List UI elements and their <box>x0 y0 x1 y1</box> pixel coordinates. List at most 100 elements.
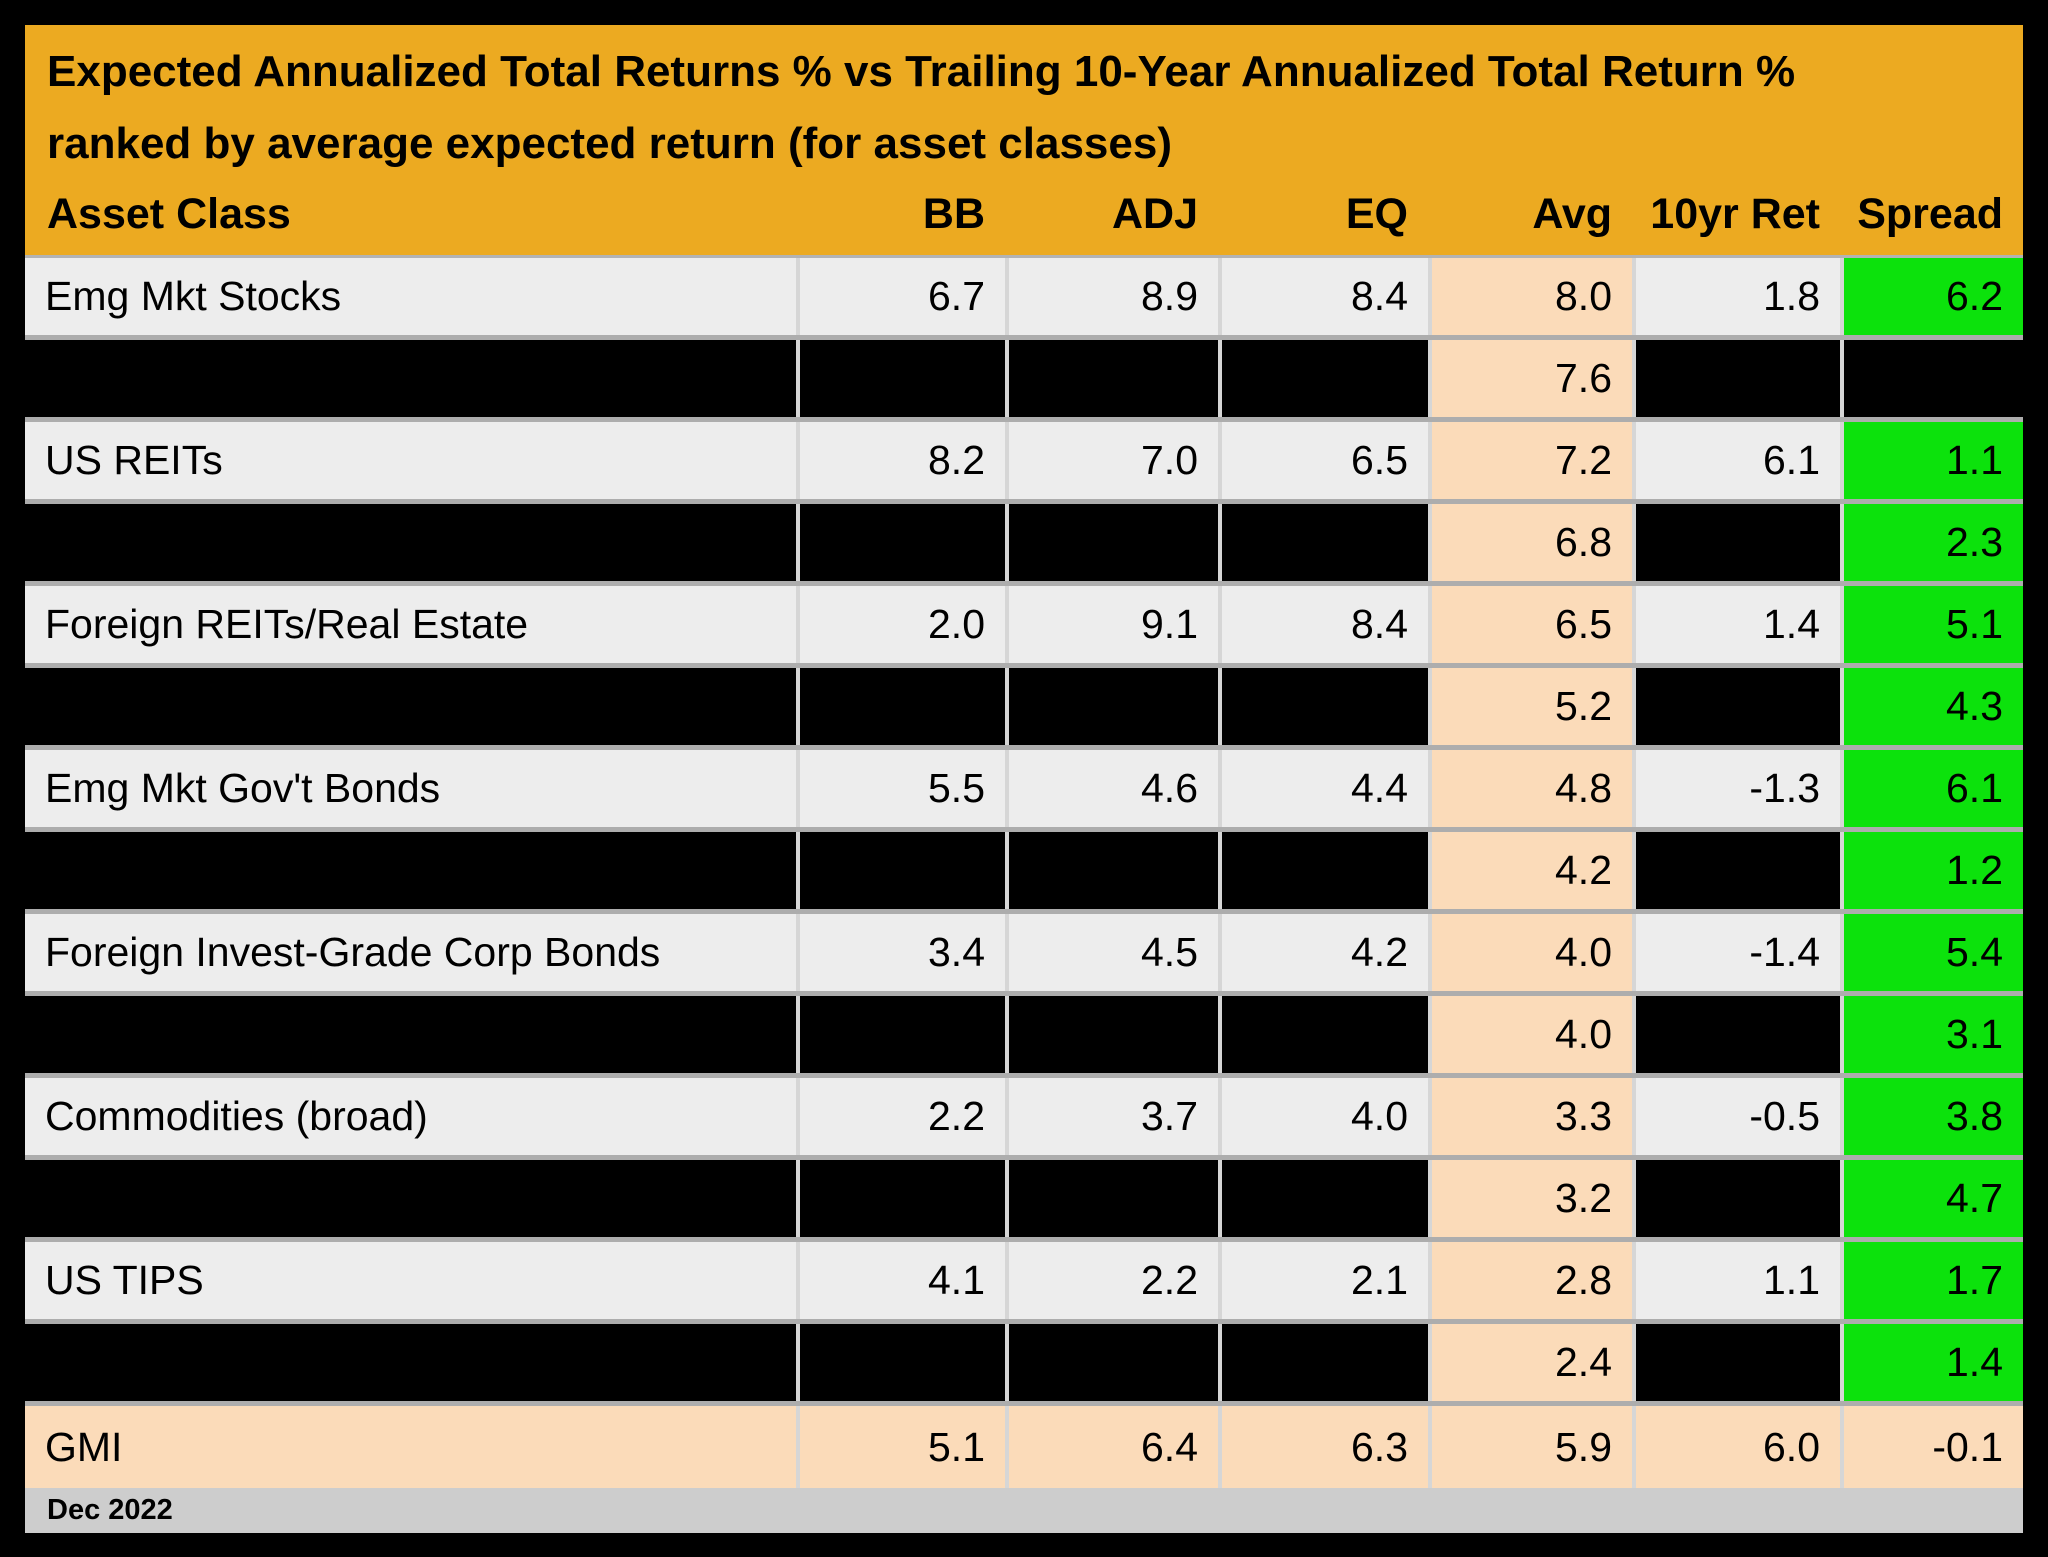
cell-eq <box>1218 832 1428 909</box>
cell-avg: 2.4 <box>1428 1324 1632 1401</box>
cell-adj: 4.5 <box>1005 914 1218 991</box>
table-row-emg-mkt-gov-t-bonds: Emg Mkt Gov't Bonds 5.5 4.6 4.4 4.8 -1.3 6.1 <box>25 750 2023 832</box>
cell-eq: 8.4 <box>1218 258 1428 335</box>
cell-adj <box>1005 1324 1218 1401</box>
cell-eq: 8.4 <box>1218 586 1428 663</box>
table-title-line2: ranked by average expected return (for a… <box>47 119 1172 168</box>
table-title-line1: Expected Annualized Total Returns % vs T… <box>47 47 1796 96</box>
cell-eq <box>1218 1324 1428 1401</box>
cell-avg: 3.3 <box>1428 1078 1632 1155</box>
cell-bb <box>796 504 1005 581</box>
table-row-commodities-broad-: Commodities (broad) 2.2 3.7 4.0 3.3 -0.5 3.8 <box>25 1078 2023 1160</box>
column-header-avg: Avg <box>1532 190 1612 238</box>
table-row-us-tips: US TIPS 4.1 2.2 2.1 2.8 1.1 1.7 <box>25 1242 2023 1324</box>
cell-adj <box>1005 340 1218 417</box>
cell-10yr-ret: 6.0 <box>1632 1406 1840 1488</box>
cell-spread: 1.4 <box>1840 1324 2023 1401</box>
cell-spread: 6.1 <box>1840 750 2023 827</box>
cell-10yr-ret <box>1632 504 1840 581</box>
table-row-redacted: 2.4 1.4 <box>25 1324 2023 1406</box>
cell-adj <box>1005 1160 1218 1237</box>
column-header-bb: BB <box>922 190 985 238</box>
cell-bb: 8.2 <box>796 422 1005 499</box>
cell-adj <box>1005 668 1218 745</box>
cell-adj: 3.7 <box>1005 1078 1218 1155</box>
cell-avg: 6.5 <box>1428 586 1632 663</box>
as-of-date-label: Dec 2022 <box>47 1494 173 1526</box>
table-row-redacted: 3.2 4.7 <box>25 1160 2023 1242</box>
table-footer: Dec 2022 <box>25 1488 2023 1533</box>
cell-avg: 5.9 <box>1428 1406 1632 1488</box>
cell-avg: 4.0 <box>1428 996 1632 1073</box>
cell-asset-class <box>25 832 796 909</box>
column-header-asset-class: Asset Class <box>47 190 291 238</box>
cell-eq <box>1218 996 1428 1073</box>
table-row-foreign-reits-real-estate: Foreign REITs/Real Estate 2.0 9.1 8.4 6.5 1.4… <box>25 586 2023 668</box>
cell-asset-class <box>25 1324 796 1401</box>
cell-eq: 2.1 <box>1218 1242 1428 1319</box>
cell-spread: 1.7 <box>1840 1242 2023 1319</box>
column-header-eq: EQ <box>1345 190 1408 238</box>
cell-spread: 3.8 <box>1840 1078 2023 1155</box>
cell-10yr-ret: 1.1 <box>1632 1242 1840 1319</box>
cell-asset-class: Foreign REITs/Real Estate <box>25 586 796 663</box>
cell-spread <box>1840 340 2023 417</box>
cell-avg: 2.8 <box>1428 1242 1632 1319</box>
cell-10yr-ret <box>1632 340 1840 417</box>
cell-spread: 5.4 <box>1840 914 2023 991</box>
cell-eq <box>1218 668 1428 745</box>
cell-asset-class <box>25 504 796 581</box>
cell-10yr-ret <box>1632 668 1840 745</box>
cell-10yr-ret: -1.4 <box>1632 914 1840 991</box>
cell-bb <box>796 340 1005 417</box>
cell-avg: 4.0 <box>1428 914 1632 991</box>
cell-spread: 4.3 <box>1840 668 2023 745</box>
cell-bb: 4.1 <box>796 1242 1005 1319</box>
cell-asset-class <box>25 668 796 745</box>
cell-spread: 1.1 <box>1840 422 2023 499</box>
cell-asset-class: Emg Mkt Gov't Bonds <box>25 750 796 827</box>
cell-asset-class: Emg Mkt Stocks <box>25 258 796 335</box>
cell-avg: 8.0 <box>1428 258 1632 335</box>
table-row-redacted: 4.2 1.2 <box>25 832 2023 914</box>
cell-asset-class <box>25 1160 796 1237</box>
cell-avg: 6.8 <box>1428 504 1632 581</box>
cell-bb <box>796 996 1005 1073</box>
cell-10yr-ret: 6.1 <box>1632 422 1840 499</box>
cell-asset-class: GMI <box>25 1406 796 1488</box>
table-body: Emg Mkt Stocks 6.7 8.9 8.4 8.0 1.8 6.2 7.6 US RE… <box>25 258 2023 1488</box>
cell-eq <box>1218 504 1428 581</box>
cell-10yr-ret: -1.3 <box>1632 750 1840 827</box>
table-row-redacted: 5.2 4.3 <box>25 668 2023 750</box>
cell-eq: 4.4 <box>1218 750 1428 827</box>
cell-bb: 2.2 <box>796 1078 1005 1155</box>
cell-adj: 9.1 <box>1005 586 1218 663</box>
cell-asset-class: Commodities (broad) <box>25 1078 796 1155</box>
cell-eq: 4.0 <box>1218 1078 1428 1155</box>
cell-asset-class <box>25 340 796 417</box>
cell-avg: 7.2 <box>1428 422 1632 499</box>
cell-adj: 2.2 <box>1005 1242 1218 1319</box>
cell-adj <box>1005 504 1218 581</box>
cell-asset-class <box>25 996 796 1073</box>
cell-avg: 3.2 <box>1428 1160 1632 1237</box>
cell-spread: -0.1 <box>1840 1406 2023 1488</box>
table-row-redacted: 7.6 <box>25 340 2023 422</box>
table-row-foreign-invest-grade-corp-bonds: Foreign Invest-Grade Corp Bonds 3.4 4.5 4.2… <box>25 914 2023 996</box>
cell-10yr-ret <box>1632 832 1840 909</box>
cell-adj: 6.4 <box>1005 1406 1218 1488</box>
column-header-row: Asset Class BB ADJ EQ Avg 10yr Ret Sprea… <box>25 190 2023 239</box>
table-row-gmi: GMI 5.1 6.4 6.3 5.9 6.0 -0.1 <box>25 1406 2023 1488</box>
cell-10yr-ret <box>1632 996 1840 1073</box>
cell-spread: 6.2 <box>1840 258 2023 335</box>
cell-eq: 6.5 <box>1218 422 1428 499</box>
cell-eq: 4.2 <box>1218 914 1428 991</box>
cell-spread: 4.7 <box>1840 1160 2023 1237</box>
table-row-us-reits: US REITs 8.2 7.0 6.5 7.2 6.1 1.1 <box>25 422 2023 504</box>
table-row-emg-mkt-stocks: Emg Mkt Stocks 6.7 8.9 8.4 8.0 1.8 6.2 <box>25 258 2023 340</box>
cell-bb <box>796 1324 1005 1401</box>
cell-eq <box>1218 340 1428 417</box>
cell-avg: 5.2 <box>1428 668 1632 745</box>
cell-adj <box>1005 832 1218 909</box>
